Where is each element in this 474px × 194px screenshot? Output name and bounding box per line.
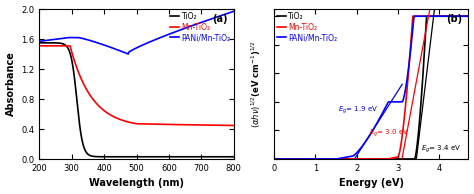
TiO₂ (143, 156, 148, 158)
Mn-TiO₂ (472, 15, 474, 17)
TiO₂ (121, 156, 127, 158)
PANi/Mn-TiO₂ (231, 10, 237, 12)
Line: TiO₂: TiO₂ (39, 43, 234, 157)
TiO₂ (69, 60, 75, 62)
Line: PANi/Mn-TiO₂: PANi/Mn-TiO₂ (274, 16, 474, 159)
Mn-TiO₂ (69, 52, 75, 54)
Mn-TiO₂ (138, 123, 144, 125)
Text: $E_g$= 3.4 eV: $E_g$= 3.4 eV (421, 144, 461, 155)
PANi/Mn-TiO₂ (121, 51, 127, 53)
PANi/Mn-TiO₂ (143, 42, 148, 45)
TiO₂ (282, 158, 287, 160)
Mn-TiO₂ (434, 15, 440, 17)
Mn-TiO₂ (143, 123, 148, 125)
TiO₂ (271, 158, 277, 160)
PANi/Mn-TiO₂ (372, 126, 377, 128)
Y-axis label: $(\alpha h\nu)^{1/2}$(eV cm$^{-1}$)$^{1/2}$: $(\alpha h\nu)^{1/2}$(eV cm$^{-1}$)$^{1/… (250, 40, 264, 128)
Text: (a): (a) (212, 14, 228, 23)
PANi/Mn-TiO₂ (69, 36, 75, 39)
TiO₂ (231, 156, 237, 158)
Text: (b): (b) (447, 14, 463, 23)
Mn-TiO₂ (62, 45, 68, 47)
PANi/Mn-TiO₂ (472, 15, 474, 17)
TiO₂ (102, 156, 108, 158)
PANi/Mn-TiO₂ (411, 15, 417, 17)
TiO₂ (196, 156, 201, 158)
Mn-TiO₂ (410, 15, 416, 17)
Text: $E_g$= 1.9 eV: $E_g$= 1.9 eV (338, 105, 378, 116)
Line: PANi/Mn-TiO₂: PANi/Mn-TiO₂ (39, 11, 234, 54)
Mn-TiO₂ (231, 124, 237, 127)
TiO₂ (472, 15, 474, 17)
TiO₂ (424, 15, 429, 17)
Legend: TiO₂, Mn-TiO₂, PANi/Mn-TiO₂: TiO₂, Mn-TiO₂, PANi/Mn-TiO₂ (275, 11, 339, 44)
TiO₂ (472, 15, 474, 17)
Legend: TiO₂, Mn-TiO₂, PANi/Mn-TiO₂: TiO₂, Mn-TiO₂, PANi/Mn-TiO₂ (169, 11, 232, 44)
PANi/Mn-TiO₂ (139, 44, 145, 47)
PANi/Mn-TiO₂ (434, 15, 440, 17)
Mn-TiO₂ (102, 110, 108, 112)
Mn-TiO₂ (121, 120, 127, 122)
X-axis label: Energy (eV): Energy (eV) (338, 178, 404, 188)
Line: Mn-TiO₂: Mn-TiO₂ (274, 16, 474, 159)
TiO₂ (366, 158, 372, 160)
Text: $E_g$= 3.0 eV: $E_g$= 3.0 eV (369, 127, 410, 139)
TiO₂ (372, 158, 377, 160)
Mn-TiO₂ (36, 45, 42, 47)
Mn-TiO₂ (472, 15, 474, 17)
PANi/Mn-TiO₂ (472, 15, 474, 17)
PANi/Mn-TiO₂ (366, 135, 372, 138)
PANi/Mn-TiO₂ (62, 37, 68, 39)
Mn-TiO₂ (282, 158, 287, 160)
Line: TiO₂: TiO₂ (274, 16, 474, 159)
X-axis label: Wavelength (nm): Wavelength (nm) (89, 178, 184, 188)
Mn-TiO₂ (271, 158, 277, 160)
TiO₂ (434, 15, 440, 17)
Mn-TiO₂ (366, 158, 372, 160)
TiO₂ (62, 44, 68, 46)
TiO₂ (138, 156, 144, 158)
PANi/Mn-TiO₂ (102, 44, 108, 46)
Line: Mn-TiO₂: Mn-TiO₂ (39, 46, 234, 126)
Y-axis label: Absorbance: Absorbance (6, 52, 16, 116)
PANi/Mn-TiO₂ (282, 158, 287, 160)
Mn-TiO₂ (372, 158, 377, 160)
TiO₂ (36, 42, 42, 44)
PANi/Mn-TiO₂ (126, 53, 131, 55)
PANi/Mn-TiO₂ (36, 40, 42, 42)
PANi/Mn-TiO₂ (271, 158, 277, 160)
